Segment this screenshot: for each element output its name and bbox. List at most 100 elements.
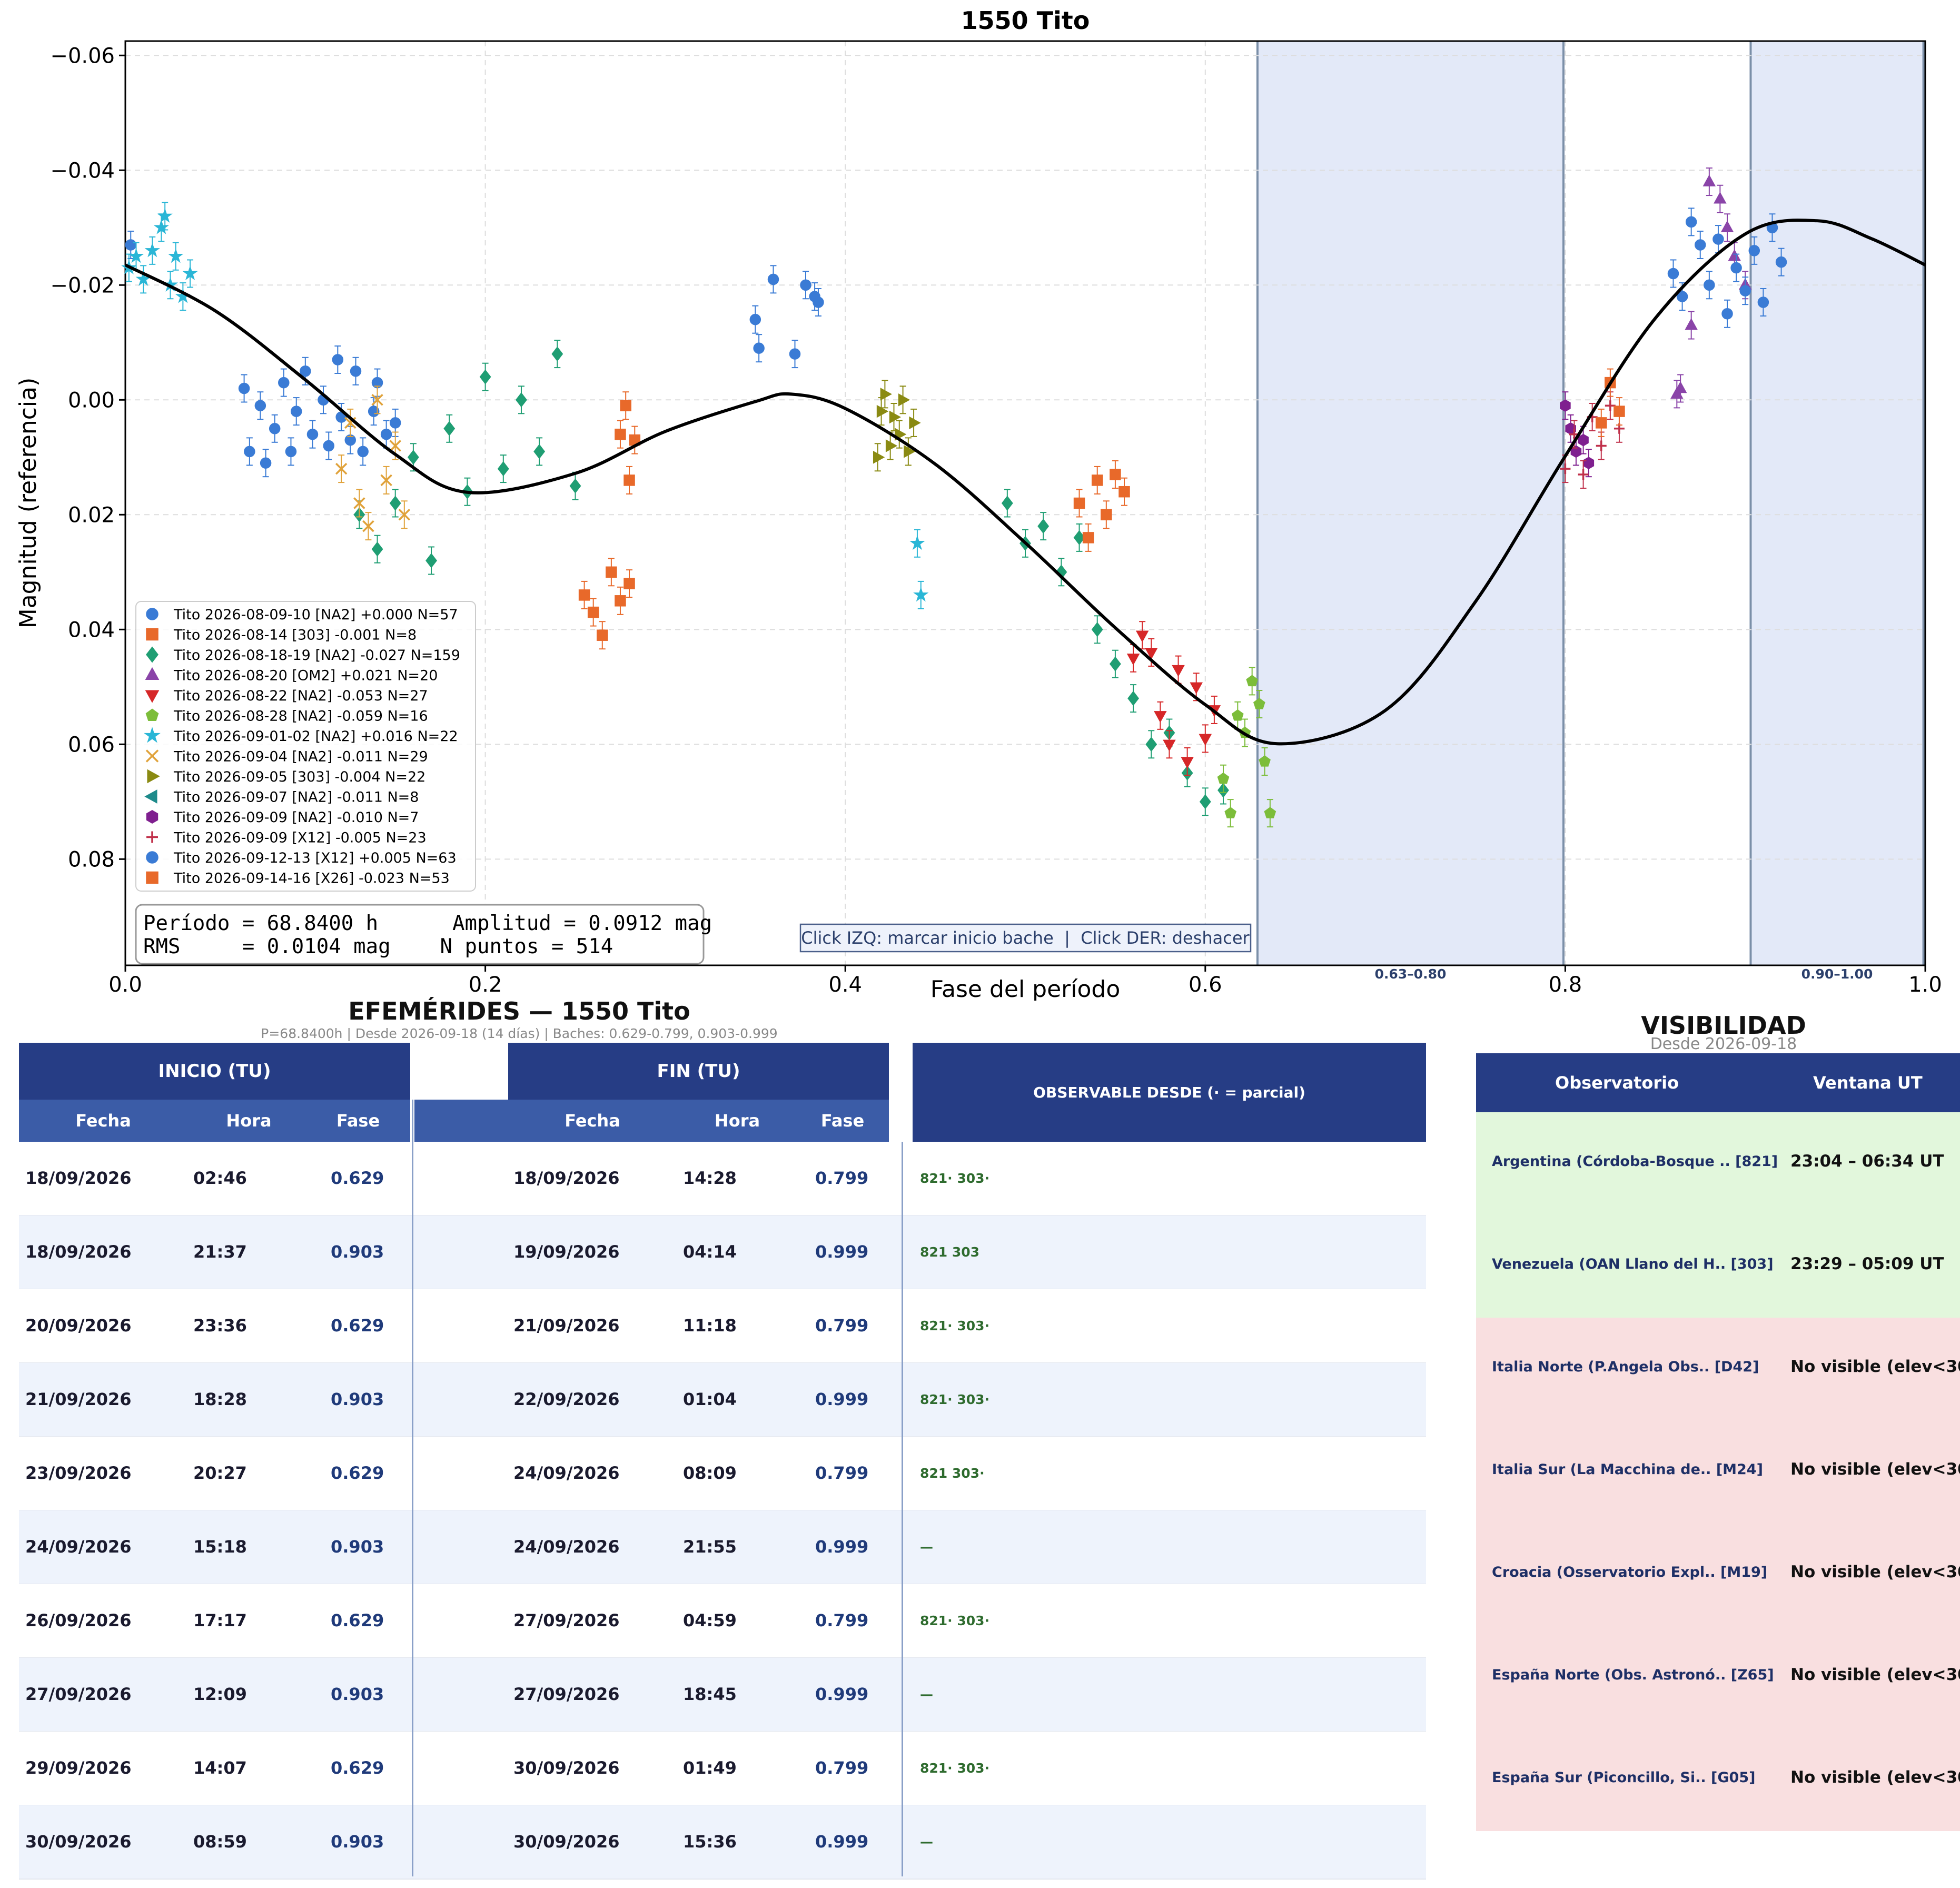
ephemeris-title: EFEMÉRIDES — 1550 Tito	[348, 997, 690, 1025]
observable-cell: 821 303	[920, 1244, 980, 1260]
legend-entry: Tito 2026-08-18-19 [NA2] -0.027 N=159	[173, 647, 460, 664]
data-point	[323, 440, 334, 452]
data-point	[1231, 709, 1244, 721]
data-point	[1127, 690, 1140, 706]
start-time-cell: 21:37	[193, 1242, 247, 1262]
data-point	[1596, 417, 1607, 429]
y-tick-label: 0.02	[68, 503, 115, 527]
y-tick-label: 0.06	[68, 733, 115, 757]
start-time-cell: 15:18	[193, 1537, 247, 1557]
data-point	[357, 446, 369, 458]
observatory-window: No visible (elev<30°)	[1790, 1563, 1960, 1581]
col-observatory: Observatorio	[1555, 1073, 1679, 1093]
data-point	[290, 406, 302, 417]
hint-text: Click IZQ: marcar inicio bache | Click D…	[801, 928, 1250, 948]
x-tick-label: 0.2	[469, 973, 502, 997]
data-point	[1037, 518, 1050, 534]
stats-frame	[135, 904, 705, 965]
end-phase-cell: 0.999	[815, 1389, 869, 1409]
series-13	[1667, 207, 1787, 328]
data-point	[443, 421, 456, 437]
data-point	[1695, 239, 1706, 251]
observable-cell: 821· 303·	[920, 1761, 990, 1776]
table-row	[19, 1805, 1426, 1880]
data-point	[1091, 475, 1103, 486]
lightcurve-chart[interactable]: 0.63–0.80 0.90–1.00 0.0 0.2 0.4 0.6 0.8 1.0 −0.…	[0, 0, 1960, 1001]
start-time-cell: 14:07	[193, 1758, 247, 1778]
end-time-cell: 14:28	[683, 1168, 737, 1188]
end-date-cell: 18/09/2026	[513, 1168, 620, 1188]
data-point	[767, 273, 779, 285]
start-phase-cell: 0.629	[331, 1168, 384, 1188]
data-point	[623, 475, 635, 486]
end-time-cell: 15:36	[683, 1832, 737, 1852]
stats-line-1: Período = 68.8400 h Amplitud = 0.0912 ma…	[143, 912, 712, 935]
legend-marker	[146, 851, 159, 864]
data-point	[1253, 698, 1265, 709]
hint-frame	[799, 923, 1252, 953]
data-point	[1163, 739, 1176, 752]
data-point	[889, 410, 902, 424]
end-subheader	[414, 1100, 889, 1142]
start-date-cell: 21/09/2026	[25, 1389, 132, 1409]
data-point	[362, 520, 374, 532]
legend-entry: Tito 2026-09-04 [NA2] -0.011 N=29	[173, 749, 428, 765]
col-end-date: Fecha	[565, 1111, 620, 1131]
start-phase-cell: 0.629	[331, 1316, 384, 1336]
data-point	[551, 346, 563, 362]
observatory-name: Argentina (Córdoba-Bosque .. [821]	[1492, 1153, 1778, 1170]
visibility-title: VISIBILIDAD	[1641, 1011, 1806, 1040]
data-point	[389, 440, 401, 452]
data-point	[389, 496, 401, 511]
end-phase-cell: 0.799	[815, 1463, 869, 1483]
start-header: INICIO (TU)	[19, 1043, 410, 1100]
data-point	[1246, 675, 1259, 687]
data-point	[1126, 654, 1140, 666]
col-start-time: Hora	[226, 1111, 272, 1131]
start-phase-cell: 0.629	[331, 1610, 384, 1630]
observatory-name: Venezuela (OAN Llano del H.. [303]	[1492, 1256, 1774, 1272]
stats-line-2: RMS = 0.0104 mag N puntos = 514	[143, 935, 613, 958]
data-point	[1560, 399, 1571, 412]
data-point	[425, 553, 438, 568]
start-phase-cell: 0.903	[331, 1242, 384, 1262]
observable-cell: —	[920, 1539, 933, 1555]
chart-title: 1550 Tito	[961, 6, 1090, 35]
data-point	[1578, 469, 1589, 480]
data-point	[157, 208, 173, 223]
table-row	[19, 1584, 1426, 1658]
data-point	[749, 313, 761, 325]
end-phase-cell: 0.799	[815, 1316, 869, 1336]
data-point	[182, 265, 198, 280]
legend-marker	[146, 871, 159, 884]
end-date-cell: 27/09/2026	[513, 1684, 620, 1704]
data-point	[285, 446, 297, 458]
col-end-phase: Fase	[820, 1111, 865, 1131]
legend-entry: Tito 2026-09-14-16 [X26] -0.023 N=53	[173, 871, 450, 887]
col-end-time: Hora	[714, 1111, 760, 1131]
observable-cell: —	[920, 1834, 933, 1850]
divider-start-end	[412, 1100, 413, 1876]
observable-cell: 821· 303·	[920, 1318, 990, 1333]
series-2	[578, 558, 635, 650]
end-time-cell: 04:59	[683, 1610, 737, 1630]
data-point	[380, 474, 392, 487]
start-phase-cell: 0.903	[331, 1684, 384, 1704]
col-start-phase: Fase	[336, 1111, 380, 1131]
data-point	[1110, 469, 1121, 480]
end-phase-cell: 0.999	[815, 1242, 869, 1262]
hint-box: Click IZQ: marcar inicio bache | Click D…	[799, 923, 1252, 953]
start-date-cell: 27/09/2026	[25, 1684, 132, 1704]
legend-marker	[146, 628, 159, 641]
data-point	[350, 365, 362, 377]
end-time-cell: 11:18	[683, 1316, 737, 1336]
data-point	[913, 587, 929, 602]
data-point	[1730, 262, 1742, 274]
data-point	[1728, 249, 1741, 261]
legend-entry: Tito 2026-09-01-02 [NA2] +0.016 N=22	[173, 728, 458, 745]
start-subheader	[19, 1100, 410, 1142]
data-point	[300, 365, 311, 377]
start-date-cell: 18/09/2026	[25, 1168, 132, 1188]
data-point	[1172, 665, 1185, 677]
legend: Tito 2026-08-09-10 [NA2] +0.000 N=57 Tito…	[135, 601, 476, 892]
